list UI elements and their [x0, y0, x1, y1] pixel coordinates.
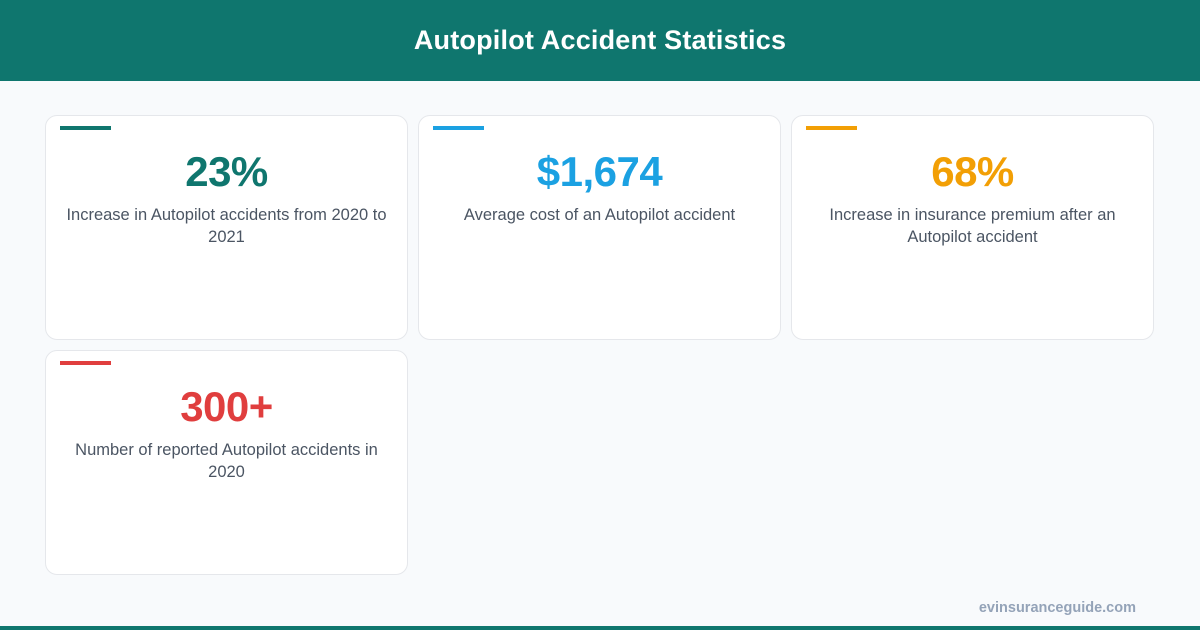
stat-label: Increase in Autopilot accidents from 202…	[66, 206, 387, 246]
card-accent-bar	[60, 361, 111, 365]
stat-label: Increase in insurance premium after an A…	[829, 206, 1116, 246]
page-title: Autopilot Accident Statistics	[413, 25, 787, 55]
stat-value: 68%	[931, 148, 1014, 195]
bottom-accent-bar	[0, 626, 1200, 630]
site-attribution: evinsuranceguide.com	[978, 600, 1136, 616]
stat-card-premium-increase: 68% Increase in insurance premium after …	[791, 115, 1154, 340]
stat-card-average-cost: $1,674 Average cost of an Autopilot acci…	[418, 115, 781, 340]
stat-card-reported-accidents: 300+ Number of reported Autopilot accide…	[45, 350, 408, 575]
card-accent-bar	[60, 126, 111, 130]
stat-label: Number of reported Autopilot accidents i…	[75, 441, 378, 481]
stat-value: 23%	[185, 148, 268, 195]
stat-value: $1,674	[536, 148, 663, 195]
header-banner: Autopilot Accident Statistics	[0, 0, 1200, 81]
stat-value: 300+	[180, 383, 273, 430]
stat-card-accident-increase: 23% Increase in Autopilot accidents from…	[45, 115, 408, 340]
card-accent-bar	[433, 126, 484, 130]
stat-label: Average cost of an Autopilot accident	[463, 206, 736, 224]
card-accent-bar	[806, 126, 857, 130]
